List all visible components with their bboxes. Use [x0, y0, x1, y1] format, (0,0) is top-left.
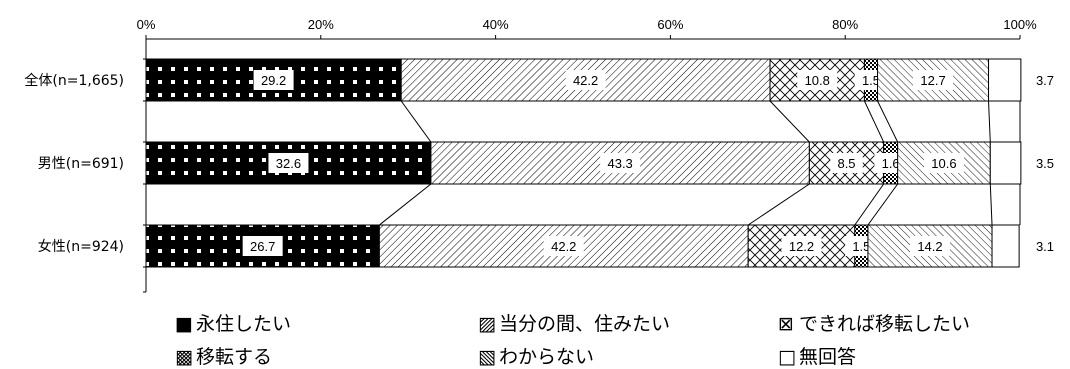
category-label: 全体(n=1,665) [24, 72, 124, 89]
connector-line [867, 183, 899, 226]
data-label: 29.2 [261, 73, 286, 88]
data-label-bg [253, 70, 294, 90]
data-label: 1.6 [882, 156, 900, 171]
connector-line [854, 183, 885, 226]
category-label: 女性(n=924) [38, 238, 124, 255]
x-axis: 0% 20% 40% 60% 80% 100% [137, 17, 1037, 293]
data-label: 12.7 [920, 73, 945, 88]
data-label-bg [909, 236, 950, 256]
data-label: 1.5 [852, 239, 870, 254]
legend-label: できれば移転したい [799, 313, 970, 335]
bar-segment [991, 224, 1020, 268]
data-label-bg [600, 153, 641, 173]
legend: ■ 永住したい ▨ 当分の間、住みたい ⊠ できれば移転したい ▩ 移転する ▧ わからない □ 無回… [175, 313, 970, 368]
bar-segment [989, 141, 1022, 185]
legend-label: 永住したい [196, 313, 291, 335]
legend-label: わからない [499, 346, 594, 368]
connector-line [863, 100, 885, 143]
category-labels: 全体(n=1,665) 男性(n=691) 女性(n=924) [24, 72, 124, 255]
x-tick-label: 0% [137, 17, 156, 32]
data-label: 10.6 [931, 156, 956, 171]
connector-line [769, 100, 810, 143]
legend-label: 移転する [196, 346, 272, 368]
connector-line [747, 183, 810, 226]
data-label-bg [913, 70, 954, 90]
connector-line [988, 100, 991, 143]
connector-line [989, 183, 993, 226]
legend-label: 当分の間、住みたい [499, 313, 670, 335]
data-label: 12.2 [789, 239, 814, 254]
data-label: 14.2 [917, 239, 942, 254]
legend-label: 無回答 [799, 346, 856, 368]
data-label: 3.5 [1036, 156, 1054, 171]
legend-marker: ▨ [478, 313, 496, 335]
x-tick-label: 60% [657, 17, 683, 32]
data-label-bg [797, 70, 838, 90]
data-label-bg [781, 236, 822, 256]
data-label-bg [543, 236, 584, 256]
data-label: 43.3 [607, 156, 632, 171]
data-label-bg [242, 236, 283, 256]
bars: 29.2 42.2 10.8 1.5 12.7 3.7 32.6 43.3 8.5 1.6 10.6… [145, 58, 1054, 268]
x-tick-label: 100% [1003, 17, 1037, 32]
data-label: 3.1 [1036, 239, 1054, 254]
legend-marker: ⊠ [778, 313, 794, 335]
data-label: 32.6 [276, 156, 301, 171]
data-label: 8.5 [837, 156, 855, 171]
bar-segment [988, 58, 1022, 102]
bar-segment [145, 58, 402, 102]
connector-line [379, 183, 432, 226]
data-label-bg [565, 70, 606, 90]
x-tick-label: 80% [832, 17, 858, 32]
category-label: 男性(n=691) [38, 156, 124, 172]
legend-marker: ▩ [175, 346, 193, 368]
x-tick-label: 40% [483, 17, 509, 32]
data-label: 42.2 [573, 73, 598, 88]
data-label: 3.7 [1036, 73, 1054, 88]
data-label-bg [268, 153, 309, 173]
legend-marker: ▧ [478, 346, 496, 368]
data-label: 10.8 [805, 73, 830, 88]
data-label: 26.7 [250, 239, 275, 254]
connector-line [877, 100, 899, 143]
data-label-bg [923, 153, 964, 173]
connector-line [400, 100, 432, 143]
x-tick-label: 20% [308, 17, 334, 32]
connector-lines [379, 100, 1021, 226]
legend-marker: ■ [175, 313, 193, 335]
data-label-bg [830, 153, 863, 173]
data-label: 42.2 [551, 239, 576, 254]
data-label: 1.5 [862, 73, 880, 88]
legend-marker: □ [778, 346, 796, 368]
